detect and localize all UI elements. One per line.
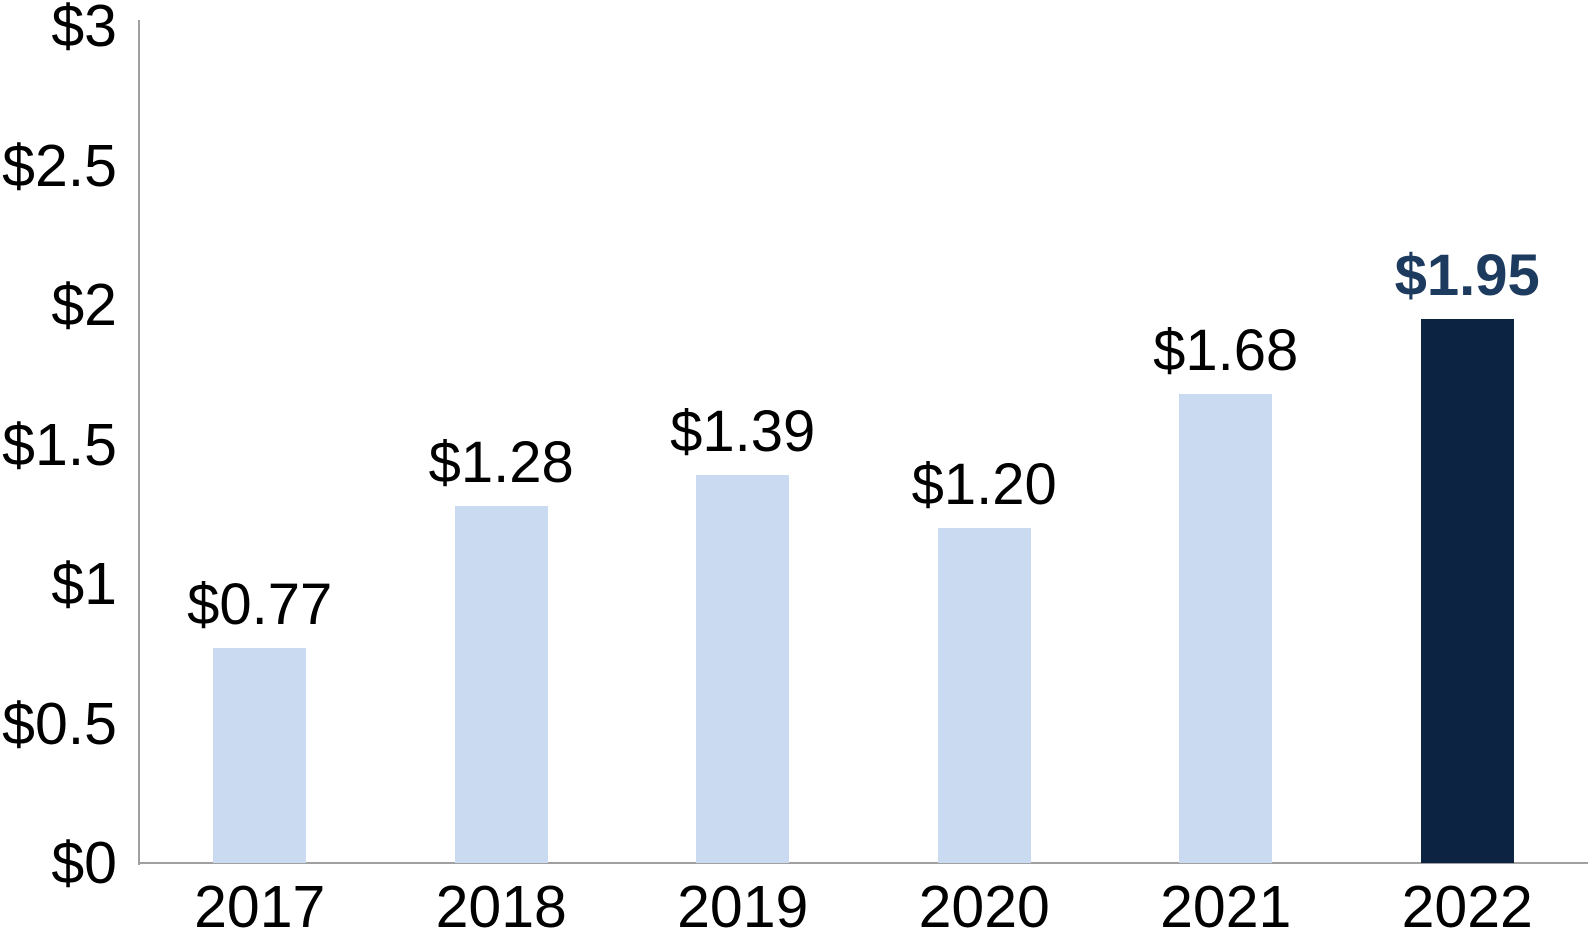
bar-2017 (213, 648, 307, 863)
y-axis-tick-label: $0 (51, 830, 117, 896)
x-axis-tick-label-2020: 2020 (918, 874, 1050, 940)
bar-2022 (1420, 319, 1514, 863)
x-axis-tick-label-2019: 2019 (677, 874, 809, 940)
bar-value-label-2021: $1.68 (1153, 318, 1299, 383)
x-axis-line (138, 862, 1588, 864)
bar-2019 (696, 475, 790, 863)
bar-value-label-2019: $1.39 (670, 399, 816, 464)
bar-value-label-2018: $1.28 (428, 430, 574, 495)
y-axis-tick-label: $3 (51, 0, 117, 59)
bar-2018 (454, 506, 548, 863)
bar-value-label-2017: $0.77 (187, 572, 333, 637)
y-axis-tick-label: $1 (51, 551, 117, 617)
bar-value-label-2020: $1.20 (911, 452, 1057, 517)
x-axis-tick-label-2021: 2021 (1160, 874, 1292, 940)
x-axis-tick-label-2017: 2017 (194, 874, 326, 940)
x-axis-tick-label-2022: 2022 (1401, 874, 1533, 940)
y-axis-line (138, 20, 140, 865)
bar-2021 (1179, 394, 1273, 863)
y-axis-tick-label: $0.5 (2, 690, 117, 757)
y-axis-tick-label: $2 (51, 272, 117, 338)
bar-value-label-2022: $1.95 (1394, 243, 1540, 308)
bar-2020 (937, 528, 1031, 863)
y-axis-tick-label: $2.5 (2, 132, 117, 199)
x-axis-tick-label-2018: 2018 (435, 874, 567, 940)
y-axis-tick-label: $1.5 (2, 411, 117, 478)
